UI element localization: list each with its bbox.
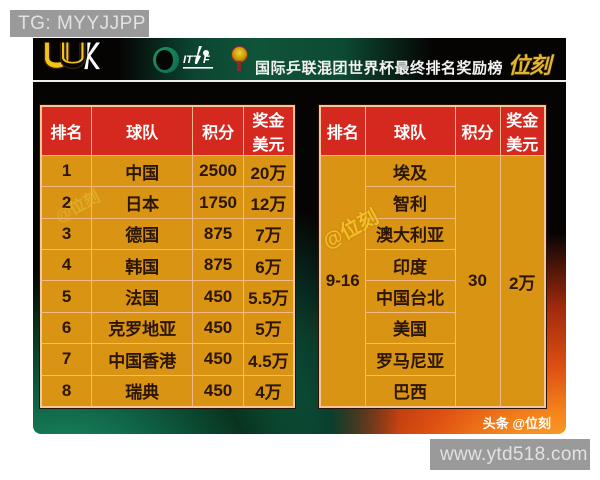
svg-text:F: F	[203, 54, 210, 66]
svg-text:ITT: ITT	[183, 54, 201, 66]
